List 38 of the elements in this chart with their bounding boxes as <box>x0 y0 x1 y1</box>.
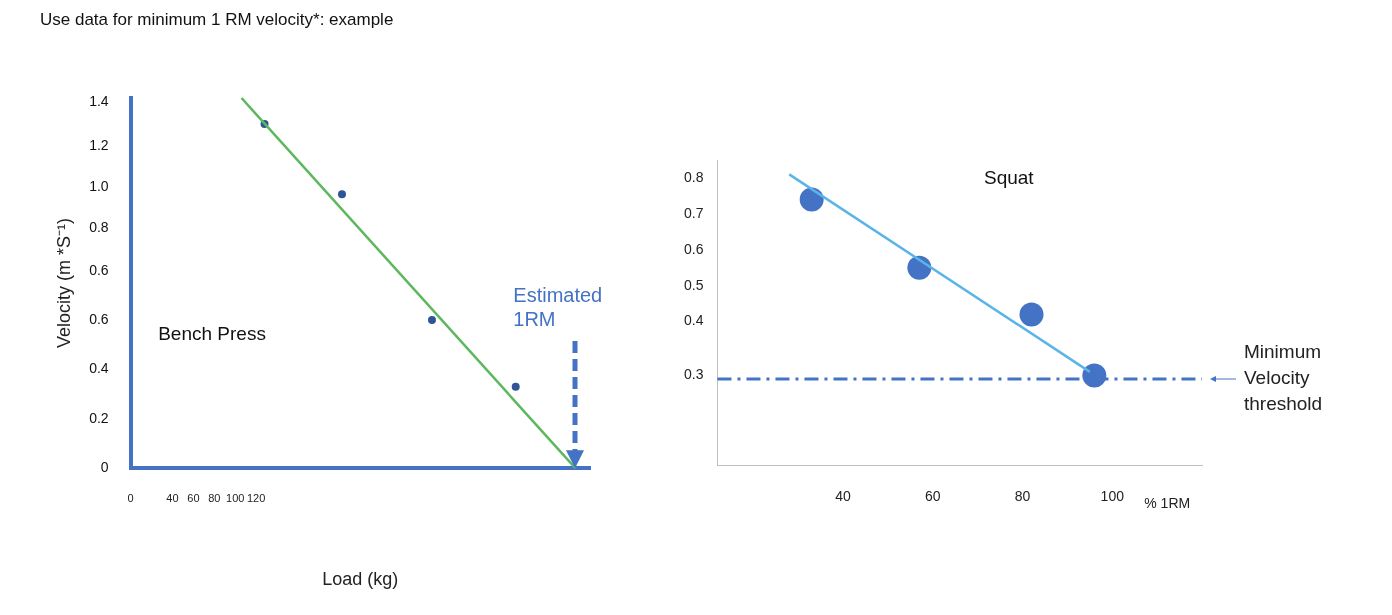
point <box>427 316 436 325</box>
y-tick-label: 0.6 <box>683 240 704 257</box>
x-tick-label: 40 <box>166 491 179 504</box>
annotation: Estimated 1RM <box>513 284 603 331</box>
x-tick-label: 80 <box>208 491 221 504</box>
point <box>799 187 824 212</box>
annotation: Squat <box>983 166 1035 188</box>
point <box>1019 302 1044 327</box>
x-tick-label: 120 <box>247 491 266 504</box>
x-tick-label: 60 <box>187 491 200 504</box>
y-axis-title: Velocity (m *S⁻¹) <box>53 218 74 349</box>
point <box>511 382 520 391</box>
x-tick-label: 0 <box>127 491 134 504</box>
chart-title: Use data for minimum 1 RM velocity*: example <box>40 10 394 30</box>
text: 1.0 <box>89 177 109 194</box>
x-tick-label: 40 <box>835 488 852 505</box>
x-tick-label: 80 <box>1014 488 1031 505</box>
y-tick-label: 0.5 <box>683 276 704 293</box>
x-tick-label: 100 <box>1100 488 1125 505</box>
annotation: Bench Press <box>158 323 266 345</box>
text: 0.4 <box>89 360 109 377</box>
y-tick-label: 0.8 <box>683 168 704 185</box>
y-tick-label: 0.3 <box>683 366 704 383</box>
text: 0.6 <box>89 261 109 278</box>
point <box>337 190 346 199</box>
y-tick-label: 0.4 <box>683 312 704 329</box>
text: 0.8 <box>89 219 109 236</box>
text: 1.4 <box>89 93 109 110</box>
x-axis-title: % 1RM <box>1144 495 1191 512</box>
ref-line-label: Minimum Velocity threshold <box>1244 341 1323 415</box>
text: 0 <box>100 459 109 476</box>
text: 0.2 <box>89 409 109 426</box>
x-tick-label: 60 <box>925 488 941 505</box>
x-axis-title: Load (kg) <box>322 569 399 590</box>
y-tick-label: 0.7 <box>683 204 704 221</box>
x-tick-label: 100 <box>226 491 245 504</box>
text: 0.6 <box>89 310 109 327</box>
text: 1.2 <box>89 136 109 153</box>
